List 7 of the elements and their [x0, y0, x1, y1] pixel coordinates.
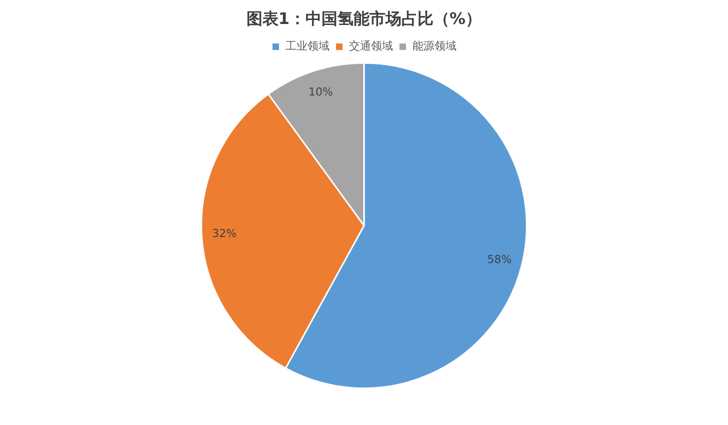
legend-label: 工业领域: [285, 40, 330, 53]
data-label: 58%: [487, 253, 512, 266]
data-label: 10%: [308, 85, 333, 98]
legend-label: 能源领域: [412, 40, 456, 53]
legend-label: 交通领域: [348, 40, 393, 53]
chart-title: 图表1：中国氢能市场占比（%）: [246, 8, 482, 28]
data-label: 32%: [212, 227, 237, 240]
